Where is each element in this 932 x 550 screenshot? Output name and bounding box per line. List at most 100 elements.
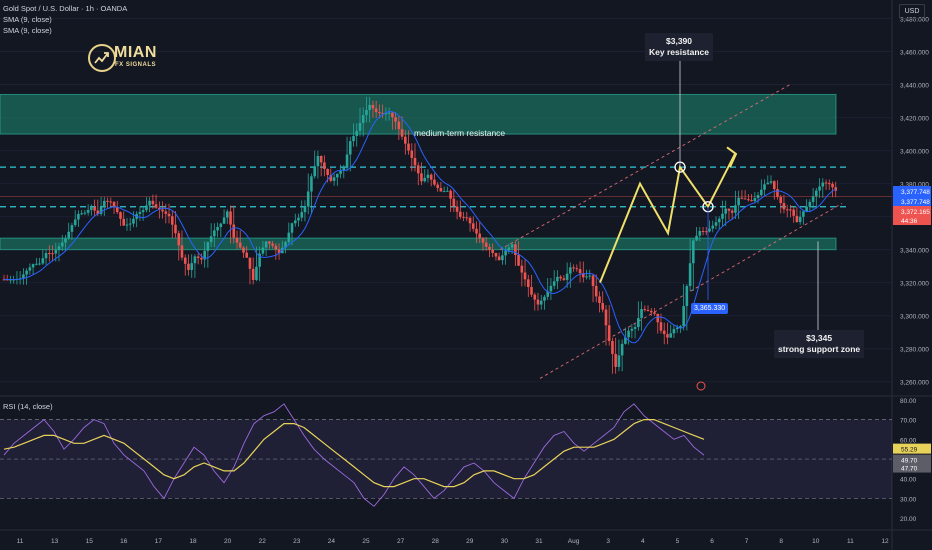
candle-body: [426, 174, 430, 178]
candle-body: [708, 228, 711, 232]
candle-body: [242, 247, 245, 253]
candle-body: [624, 337, 627, 344]
candle-body: [200, 257, 203, 260]
candle-body: [329, 174, 333, 181]
candle-body: [148, 200, 151, 206]
candle-body: [465, 217, 469, 219]
candle-body: [96, 210, 100, 214]
candle-body: [776, 189, 779, 197]
candle-body: [170, 216, 174, 225]
candle-body: [287, 232, 291, 243]
candle-body: [607, 325, 611, 341]
candle-body: [488, 246, 491, 250]
time-tick-label: 11: [847, 538, 854, 545]
candle-body: [128, 223, 132, 225]
candle-body: [206, 242, 210, 251]
candle-body: [504, 250, 507, 256]
candle-body: [345, 154, 349, 168]
candle-body: [306, 191, 310, 207]
candle-body: [86, 209, 90, 213]
time-tick-label: 29: [466, 538, 474, 545]
candle-body: [827, 183, 831, 185]
candle-body: [339, 170, 342, 174]
price-tag-bg: [893, 196, 931, 206]
candle-body: [779, 196, 783, 204]
candle-body: [811, 196, 815, 202]
candle-body: [633, 327, 637, 329]
candle-body: [70, 225, 74, 232]
candle-body: [316, 155, 320, 167]
price-tag-bg: [893, 186, 931, 196]
key-resistance-value: $3,390: [666, 36, 692, 46]
candle-body: [323, 162, 326, 169]
candle-body: [60, 242, 64, 247]
time-tick-label: 15: [86, 538, 94, 545]
sma-line: [3, 110, 836, 344]
zone-1: [0, 237, 837, 251]
indicator-label-1[interactable]: SMA (9, close): [3, 15, 52, 24]
candle-body: [462, 216, 465, 218]
candle-body: [556, 276, 559, 282]
candle-body: [643, 309, 647, 311]
candle-body: [484, 242, 488, 247]
candle-body: [264, 241, 268, 248]
time-tick-label: 31: [535, 538, 543, 545]
price-tag: 3,365.330: [691, 303, 729, 314]
channel-upper: [499, 84, 791, 251]
candle-body: [439, 188, 443, 192]
projection-arrow: [726, 146, 738, 168]
candle-body: [348, 141, 352, 155]
support-value: $3,345: [806, 333, 833, 343]
price-tick-label: 3,280.000: [900, 347, 929, 354]
candle-body: [384, 113, 388, 115]
candle-body: [604, 309, 608, 326]
candle-body: [646, 309, 650, 311]
candle-body: [737, 197, 740, 206]
candle-body: [183, 257, 187, 264]
rsi-tick-label: 20.00: [900, 516, 917, 523]
candle-body: [734, 205, 737, 213]
candle-body: [151, 200, 155, 205]
candle-body: [782, 203, 786, 210]
candle-body: [802, 211, 805, 217]
candle-body: [177, 233, 181, 246]
time-axis[interactable]: 11 13 15 16 17 18 20 22 23 24 25 27 28 29 30 31 Aug 3 4 5 6 7…: [0, 529, 932, 545]
currency-button[interactable]: USD: [899, 4, 925, 19]
candle-body: [132, 218, 135, 224]
candle-body: [141, 210, 145, 213]
candle-body: [216, 227, 219, 231]
candle-body: [585, 276, 588, 278]
candle-body: [436, 184, 439, 189]
time-tick-label: 3: [606, 538, 610, 545]
time-tick-label: 13: [51, 538, 59, 545]
candle-body: [381, 112, 384, 114]
candle-body: [326, 168, 329, 175]
time-tick-label: 24: [328, 538, 336, 545]
candle-body: [552, 281, 556, 286]
candle-body: [698, 231, 702, 236]
candle-body: [594, 285, 598, 297]
rsi-scale-tag: 55.29: [901, 447, 918, 454]
candle-body: [106, 200, 109, 202]
candle-body: [507, 247, 511, 251]
candle-body: [792, 209, 795, 216]
candle-body: [245, 252, 248, 258]
indicator-label-2[interactable]: SMA (9, close): [3, 26, 52, 35]
candle-body: [714, 222, 718, 226]
candle-body: [190, 263, 194, 270]
key-resistance-text: Key resistance: [649, 47, 710, 57]
price-tick-label: 3,420.000: [900, 116, 929, 123]
candle-body: [789, 209, 792, 211]
candle-body: [90, 207, 93, 210]
candle-body: [539, 300, 543, 305]
candle-body: [675, 327, 679, 330]
price-tag-bg: [893, 206, 931, 216]
candle-body: [41, 258, 45, 264]
rsi-tag-bg: [893, 462, 931, 473]
candle-body: [361, 115, 365, 123]
candle-body: [588, 275, 592, 277]
price-tick-label: 3,380.000: [900, 182, 929, 189]
rsi-label[interactable]: RSI (14, close): [3, 402, 53, 411]
candle-body: [795, 215, 799, 223]
